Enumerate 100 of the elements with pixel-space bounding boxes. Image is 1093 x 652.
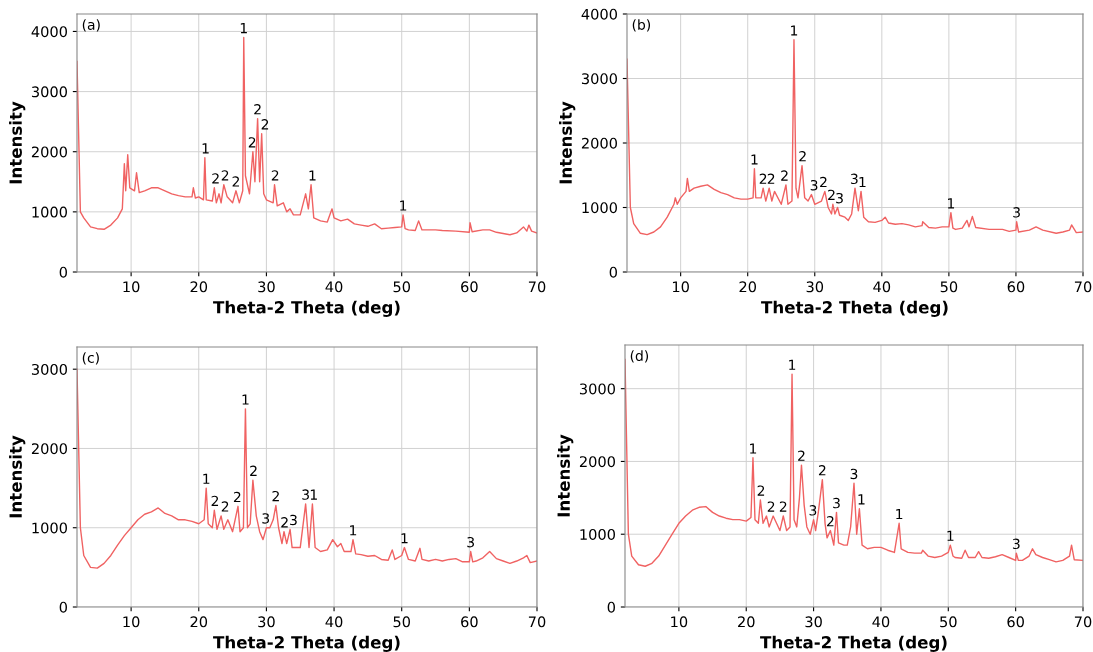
annotation: 3 — [810, 180, 818, 191]
x-tick-label: 70 — [528, 281, 546, 293]
annotation: 2 — [757, 485, 765, 496]
annotation: 2 — [211, 495, 219, 507]
y-tick-label: 1000 — [582, 202, 617, 214]
y-tick-label: 1000 — [580, 528, 615, 540]
y-tick-label: 2000 — [31, 443, 67, 455]
x-tick-label: 10 — [671, 616, 688, 628]
y-tick-label: 0 — [609, 266, 617, 278]
x-axis-title: Theta-2 Theta (deg) — [761, 300, 948, 317]
x-tick-label: 10 — [123, 616, 140, 628]
x-tick-label: 60 — [1007, 616, 1024, 628]
annotation: 3 — [290, 514, 297, 526]
annotation: 3 — [850, 173, 858, 185]
line-series — [627, 39, 1083, 236]
annotation: 1 — [240, 23, 247, 34]
y-tick-label: 3000 — [31, 86, 67, 98]
annotation: 2 — [272, 490, 279, 502]
annotation: 1 — [947, 530, 954, 541]
x-tick-label: 50 — [393, 281, 411, 293]
x-tick-label: 60 — [461, 616, 478, 628]
y-tick-label: 1000 — [32, 206, 67, 218]
annotation: 2 — [798, 450, 805, 461]
annotation: 2 — [233, 491, 241, 503]
x-tick-label: 40 — [325, 616, 343, 628]
annotation: 2 — [767, 501, 775, 512]
annotation: (c) — [82, 352, 99, 365]
annotation: 3 — [1013, 207, 1020, 218]
y-axis-title: Intensity — [557, 434, 574, 517]
y-tick-label: 0 — [59, 266, 67, 278]
annotation: 1 — [791, 25, 798, 36]
annotation: 1 — [401, 533, 408, 544]
x-tick-label: 20 — [738, 616, 755, 628]
x-axis-title: Theta-2 Theta (deg) — [213, 300, 400, 317]
annotation: 3 — [809, 505, 817, 516]
annotation: 2 — [261, 119, 269, 130]
x-tick-label: 40 — [872, 616, 890, 628]
x-tick-label: 70 — [1074, 281, 1092, 293]
annotation: 2 — [827, 516, 834, 527]
x-tick-label: 30 — [806, 281, 824, 293]
y-tick-label: 3000 — [31, 363, 67, 375]
annotation: 2 — [820, 176, 827, 188]
annotation: 1 — [203, 473, 210, 484]
line-series — [77, 36, 537, 236]
x-tick-label: 50 — [393, 616, 411, 628]
annotation: 1 — [242, 394, 249, 405]
x-tick-label: 10 — [672, 281, 689, 293]
y-tick-label: 0 — [607, 601, 615, 613]
y-tick-label: 4000 — [581, 8, 617, 20]
annotation: 3 — [850, 468, 858, 480]
y-tick-label: 2000 — [579, 456, 615, 468]
annotation: 3 — [833, 497, 840, 509]
annotation: 1 — [350, 525, 357, 536]
annotation: 2 — [254, 104, 261, 115]
x-tick-label: 40 — [873, 281, 891, 293]
annotation: 1 — [896, 508, 903, 520]
x-tick-label: 10 — [123, 281, 140, 293]
y-axis-title: Intensity — [559, 101, 576, 184]
y-tick-label: 3000 — [579, 383, 615, 395]
x-tick-label: 60 — [461, 281, 478, 293]
x-axis-title: Theta-2 Theta (deg) — [213, 635, 400, 652]
y-tick-label: 1000 — [32, 522, 67, 534]
x-tick-label: 50 — [940, 281, 958, 293]
y-tick-label: 3000 — [581, 73, 617, 85]
x-tick-label: 70 — [528, 616, 546, 628]
x-tick-label: 40 — [325, 281, 343, 293]
y-tick-label: 4000 — [31, 26, 67, 38]
annotation: 3 — [262, 513, 270, 524]
x-tick-label: 70 — [1074, 616, 1092, 628]
annotation: 2 — [232, 176, 239, 187]
x-tick-label: 30 — [258, 616, 275, 628]
annotation: 3 — [836, 192, 843, 204]
annotation: 3 — [467, 536, 475, 548]
x-tick-label: 20 — [190, 281, 208, 293]
annotation: 1 — [948, 198, 955, 209]
x-tick-label: 20 — [739, 281, 757, 293]
y-axis-title: Intensity — [9, 435, 26, 518]
x-tick-label: 30 — [805, 616, 822, 628]
annotation: 2 — [248, 137, 256, 148]
annotation: 1 — [202, 143, 209, 154]
annotation: 2 — [781, 170, 788, 181]
annotation: 2 — [281, 517, 288, 528]
annotation: 2 — [221, 170, 229, 181]
annotation: 2 — [799, 150, 806, 162]
annotation: 1 — [400, 200, 407, 211]
annotation: (a) — [82, 19, 100, 32]
annotation: 2 — [271, 170, 279, 181]
x-axis-title: Theta-2 Theta (deg) — [760, 635, 947, 652]
annotation: 1 — [789, 359, 796, 370]
annotation: (b) — [632, 19, 651, 32]
annotation: 1 — [858, 494, 865, 505]
annotation: 2 — [818, 465, 826, 476]
annotation: 1 — [309, 170, 316, 181]
x-tick-label: 20 — [190, 616, 208, 628]
x-tick-label: 60 — [1007, 281, 1025, 293]
annotation: 1 — [310, 489, 317, 500]
annotation: 3 — [1012, 538, 1020, 550]
x-tick-label: 30 — [258, 281, 275, 293]
annotation: 1 — [751, 154, 758, 165]
annotation: 2 — [767, 173, 775, 184]
